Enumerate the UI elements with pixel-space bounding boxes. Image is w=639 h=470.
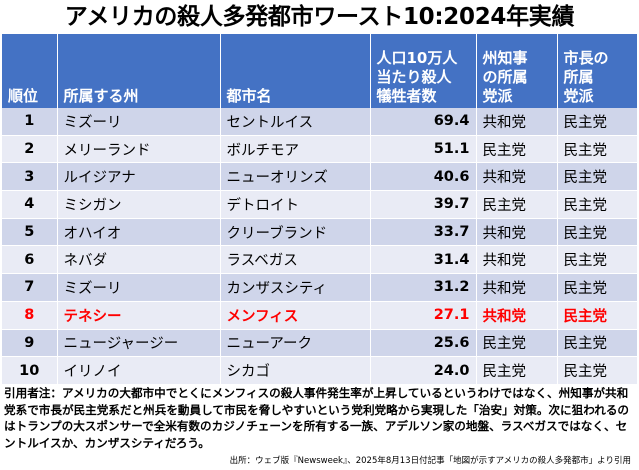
cell-state: テネシー — [57, 301, 221, 330]
chart-title: アメリカの殺人多発都市ワースト10:2024年実績 — [64, 4, 575, 30]
table-header-row: 順位 所属する州 都市名 人口10万人 当たり殺人 犠牲者数 州知事 の所属 党… — [2, 34, 637, 108]
cell-rate: 39.7 — [370, 190, 477, 219]
cell-state: イリノイ — [57, 356, 221, 385]
cell-city: デトロイト — [220, 190, 371, 219]
table-row: 8 テネシー メンフィス 27.1 共和党 民主党 — [2, 301, 637, 330]
header-governor-line-1: 州知事 — [482, 49, 528, 67]
header-mayor-line-3: 党派 — [563, 87, 594, 105]
cell-mayor: 民主党 — [557, 190, 637, 219]
header-city: 都市名 — [220, 34, 371, 108]
cell-state: ミズーリ — [57, 273, 221, 302]
cell-mayor: 民主党 — [557, 273, 637, 302]
cell-rate: 51.1 — [370, 135, 477, 164]
cell-state: ミシガン — [57, 190, 221, 219]
cell-governor: 民主党 — [476, 329, 558, 358]
header-governor-line-3: 党派 — [482, 87, 513, 105]
cell-rank: 6 — [2, 245, 58, 275]
cell-mayor: 民主党 — [557, 245, 637, 275]
cell-rate: 31.4 — [370, 245, 477, 275]
header-governor-line-2: の所属 — [482, 68, 528, 86]
cell-rate: 25.6 — [370, 329, 477, 358]
cell-rank: 10 — [2, 356, 58, 385]
cell-governor: 共和党 — [476, 273, 558, 302]
cell-city: ボルチモア — [220, 135, 371, 164]
cell-state: ミズーリ — [57, 108, 221, 136]
header-mayor-line-1: 市長の — [563, 49, 609, 67]
table-row: 4 ミシガン デトロイト 39.7 民主党 民主党 — [2, 190, 637, 219]
cell-governor: 共和党 — [476, 301, 558, 330]
cell-city: ニューアーク — [220, 329, 371, 358]
header-rate-line-3: 犠牲者数 — [376, 87, 437, 105]
cell-rank: 7 — [2, 273, 58, 302]
cell-governor: 民主党 — [476, 356, 558, 385]
cell-rate: 69.4 — [370, 108, 477, 136]
cell-state: オハイオ — [57, 218, 221, 247]
source-credit: 出所：ウェブ版『Newsweek』、2025年8月13日付記事「地図が示すアメリ… — [229, 456, 631, 466]
cell-city: クリーブランド — [220, 218, 371, 247]
cell-state: ネバダ — [57, 245, 221, 275]
header-city-label: 都市名 — [226, 87, 272, 105]
cell-city: ラスベガス — [220, 245, 371, 275]
table-row: 6 ネバダ ラスベガス 31.4 共和党 民主党 — [2, 245, 637, 275]
header-rank-label: 順位 — [8, 87, 39, 105]
header-rate: 人口10万人 当たり殺人 犠牲者数 — [370, 34, 477, 108]
cell-rate: 33.7 — [370, 218, 477, 247]
cell-rank: 5 — [2, 218, 58, 247]
table-row: 10 イリノイ シカゴ 24.0 民主党 民主党 — [2, 356, 637, 385]
cell-state: ルイジアナ — [57, 162, 221, 192]
table-row: 7 ミズーリ カンザスシティ 31.2 共和党 民主党 — [2, 273, 637, 302]
header-governor: 州知事 の所属 党派 — [476, 34, 558, 108]
cell-rate: 27.1 — [370, 301, 477, 330]
cell-mayor: 民主党 — [557, 108, 637, 136]
cell-governor: 共和党 — [476, 245, 558, 275]
cell-city: ニューオリンズ — [220, 162, 371, 192]
cell-rate: 24.0 — [370, 356, 477, 385]
cell-city: シカゴ — [220, 356, 371, 385]
cell-state: ニュージャージー — [57, 329, 221, 358]
cell-rank: 4 — [2, 190, 58, 219]
header-rate-line-2: 当たり殺人 — [376, 68, 452, 86]
cell-mayor: 民主党 — [557, 301, 637, 330]
header-mayor-line-2: 所属 — [563, 68, 594, 86]
cell-rank: 1 — [2, 108, 58, 136]
cell-mayor: 民主党 — [557, 218, 637, 247]
cell-rank: 9 — [2, 329, 58, 358]
cell-rank: 3 — [2, 162, 58, 192]
cell-state: メリーランド — [57, 135, 221, 164]
cell-mayor: 民主党 — [557, 329, 637, 358]
table-row: 9 ニュージャージー ニューアーク 25.6 民主党 民主党 — [2, 329, 637, 358]
cell-mayor: 民主党 — [557, 356, 637, 385]
cell-rate: 31.2 — [370, 273, 477, 302]
header-rate-line-1: 人口10万人 — [376, 49, 458, 67]
table-row: 1 ミズーリ セントルイス 69.4 共和党 民主党 — [2, 108, 637, 136]
crime-table: 順位 所属する州 都市名 人口10万人 当たり殺人 犠牲者数 州知事 の所属 党… — [2, 34, 637, 385]
cell-city: セントルイス — [220, 108, 371, 136]
header-state-label: 所属する州 — [63, 87, 139, 105]
header-rank: 順位 — [2, 34, 58, 108]
table-row: 5 オハイオ クリーブランド 33.7 共和党 民主党 — [2, 218, 637, 247]
table-row: 2 メリーランド ボルチモア 51.1 民主党 民主党 — [2, 135, 637, 164]
cell-city: カンザスシティ — [220, 273, 371, 302]
cell-governor: 共和党 — [476, 218, 558, 247]
cell-governor: 民主党 — [476, 190, 558, 219]
table-body: 1 ミズーリ セントルイス 69.4 共和党 民主党 2 メリーランド ボルチモア 51.1 民主党… — [2, 108, 637, 385]
cell-governor: 共和党 — [476, 162, 558, 192]
cell-governor: 共和党 — [476, 108, 558, 136]
cell-city: メンフィス — [220, 301, 371, 330]
cell-rate: 40.6 — [370, 162, 477, 192]
cell-mayor: 民主党 — [557, 162, 637, 192]
table-row: 3 ルイジアナ ニューオリンズ 40.6 共和党 民主党 — [2, 162, 637, 192]
cell-governor: 民主党 — [476, 135, 558, 164]
header-state: 所属する州 — [57, 34, 221, 108]
header-mayor: 市長の 所属 党派 — [557, 34, 637, 108]
annotation-note: 引用者注：アメリカの大都市中でとくにメンフィスの殺人事件発生率が上昇しているとい… — [4, 386, 630, 450]
cell-mayor: 民主党 — [557, 135, 637, 164]
cell-rank: 2 — [2, 135, 58, 164]
cell-rank: 8 — [2, 301, 58, 330]
